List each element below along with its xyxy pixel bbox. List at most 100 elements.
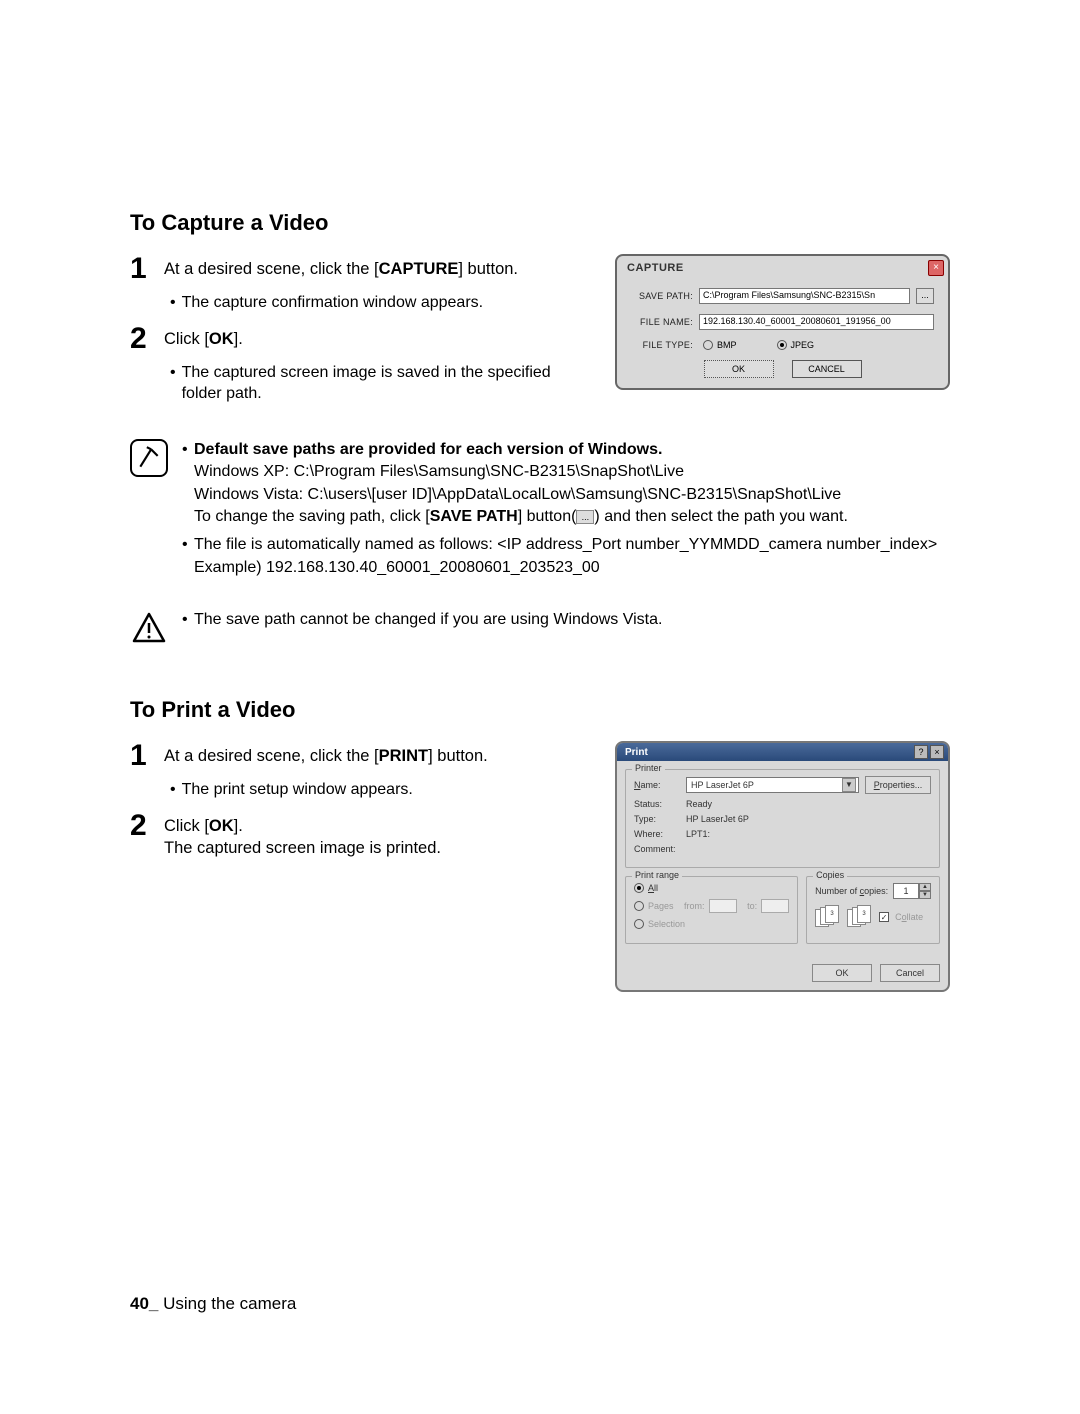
file-name-row: FILE NAME: 192.168.130.40_60001_20080601… [631, 314, 934, 330]
capture-titlebar: CAPTURE × [617, 256, 948, 278]
radio-all[interactable]: All [634, 883, 789, 893]
capture-right-col: CAPTURE × SAVE PATH: C:\Program Files\Sa… [615, 254, 950, 390]
print-body: Printer Name: HP LaserJet 6P ▼ Propertie… [617, 761, 948, 960]
print-footer: OK Cancel [617, 960, 948, 990]
capture-left-col: 1 At a desired scene, click the [CAPTURE… [130, 254, 595, 415]
note-icon [130, 439, 168, 477]
step-2: 2 Click [OK]. [130, 324, 595, 354]
print-dialog: Print ? × Printer Name: HP LaserJet 6P [615, 741, 950, 992]
print-titlebar: Print ? × [617, 743, 948, 761]
step-number: 1 [130, 741, 154, 771]
capture-dialog: CAPTURE × SAVE PATH: C:\Program Files\Sa… [615, 254, 950, 390]
radio-icon [703, 340, 713, 350]
inline-browse-icon: ... [576, 510, 594, 524]
radio-icon [777, 340, 787, 350]
step-text: Click [OK]. [164, 324, 243, 354]
step-number: 2 [130, 811, 154, 860]
copies-row: Number of copies: 1 ▲▼ [815, 883, 931, 899]
browse-button[interactable]: ... [916, 288, 934, 304]
page-number: 40_ [130, 1294, 158, 1313]
collate-icon: 123 [847, 907, 873, 927]
print-dialog-title: Print [625, 747, 648, 758]
footer-section: Using the camera [163, 1294, 296, 1313]
radio-jpeg[interactable]: JPEG [777, 340, 815, 350]
step-1-sub: •The capture confirmation window appears… [170, 292, 595, 314]
radio-bmp[interactable]: BMP [703, 340, 737, 350]
cancel-button[interactable]: Cancel [880, 964, 940, 982]
step-2: 2 Click [OK]. The captured screen image … [130, 811, 595, 860]
file-type-row: FILE TYPE: BMP JPEG [631, 340, 934, 350]
print-cols: Print range All Pages from: to: Selectio… [625, 876, 940, 952]
num-copies-label: Number of copies: [815, 886, 888, 896]
step-text: Click [OK]. The captured screen image is… [164, 811, 441, 860]
print-two-col: 1 At a desired scene, click the [PRINT] … [130, 741, 950, 992]
printer-legend: Printer [632, 763, 665, 773]
file-type-label: FILE TYPE: [631, 340, 693, 350]
note-bullet: Default save paths are provided for each… [182, 439, 937, 529]
step-text: At a desired scene, click the [PRINT] bu… [164, 741, 488, 771]
capture-buttons: OK CANCEL [631, 360, 934, 378]
radio-icon [634, 919, 644, 929]
titlebar-icons: ? × [914, 745, 944, 759]
chevron-down-icon: ▼ [842, 778, 856, 792]
save-path-label: SAVE PATH: [631, 291, 693, 301]
page-footer: 40_ Using the camera [130, 1294, 296, 1314]
capture-two-col: 1 At a desired scene, click the [CAPTURE… [130, 254, 950, 415]
step-2-sub: •The captured screen image is saved in t… [170, 362, 595, 405]
name-label: Name: [634, 780, 680, 790]
up-icon: ▲ [919, 883, 931, 891]
collate-label: Collate [895, 912, 923, 922]
print-right-col: Print ? × Printer Name: HP LaserJet 6P [615, 741, 950, 992]
step-number: 1 [130, 254, 154, 284]
copies-input[interactable]: 1 [893, 883, 919, 899]
warning-bullet: The save path cannot be changed if you a… [182, 609, 662, 631]
ok-button[interactable]: OK [704, 360, 774, 378]
warning-body: The save path cannot be changed if you a… [182, 609, 662, 647]
copies-legend: Copies [813, 870, 847, 880]
range-fieldset: Print range All Pages from: to: Selectio… [625, 876, 798, 944]
print-left-col: 1 At a desired scene, click the [PRINT] … [130, 741, 595, 867]
to-input[interactable] [761, 899, 789, 913]
collate-row: 123 123 ✓ Collate [815, 907, 931, 927]
file-type-radios: BMP JPEG [699, 340, 814, 350]
range-legend: Print range [632, 870, 682, 880]
from-input[interactable] [709, 899, 737, 913]
ok-button[interactable]: OK [812, 964, 872, 982]
radio-icon [634, 901, 644, 911]
file-name-input[interactable]: 192.168.130.40_60001_20080601_191956_00 [699, 314, 934, 330]
cancel-button[interactable]: CANCEL [792, 360, 862, 378]
note-block: Default save paths are provided for each… [130, 439, 950, 585]
section-heading-capture: To Capture a Video [130, 210, 950, 236]
note-body: Default save paths are provided for each… [182, 439, 937, 585]
step-1-sub: •The print setup window appears. [170, 779, 595, 801]
spinner[interactable]: ▲▼ [919, 883, 931, 899]
close-icon[interactable]: × [930, 745, 944, 759]
printer-fieldset: Printer Name: HP LaserJet 6P ▼ Propertie… [625, 769, 940, 868]
collate-checkbox[interactable]: ✓ [879, 912, 889, 922]
step-number: 2 [130, 324, 154, 354]
comment-row: Comment: [634, 844, 931, 854]
manual-page: To Capture a Video 1 At a desired scene,… [0, 0, 1080, 992]
printer-name-row: Name: HP LaserJet 6P ▼ Properties... [634, 776, 931, 794]
printer-select[interactable]: HP LaserJet 6P ▼ [686, 777, 859, 793]
capture-dialog-title: CAPTURE [627, 262, 684, 274]
note-bullet: The file is automatically named as follo… [182, 534, 937, 579]
save-path-input[interactable]: C:\Program Files\Samsung\SNC-B2315\Sn [699, 288, 910, 304]
help-icon[interactable]: ? [914, 745, 928, 759]
section-heading-print: To Print a Video [130, 697, 950, 723]
properties-button[interactable]: Properties... [865, 776, 931, 794]
type-row: Type:HP LaserJet 6P [634, 814, 931, 824]
radio-pages[interactable]: Pages from: to: [634, 899, 789, 913]
copies-fieldset: Copies Number of copies: 1 ▲▼ 123 [806, 876, 940, 944]
save-path-row: SAVE PATH: C:\Program Files\Samsung\SNC-… [631, 288, 934, 304]
capture-body: SAVE PATH: C:\Program Files\Samsung\SNC-… [617, 278, 948, 388]
step-text: At a desired scene, click the [CAPTURE] … [164, 254, 518, 284]
warning-icon [130, 609, 168, 647]
radio-icon [634, 883, 644, 893]
close-icon[interactable]: × [928, 260, 944, 276]
radio-selection[interactable]: Selection [634, 919, 789, 929]
status-row: Status:Ready [634, 799, 931, 809]
file-name-label: FILE NAME: [631, 317, 693, 327]
down-icon: ▼ [919, 891, 931, 899]
warning-block: The save path cannot be changed if you a… [130, 609, 950, 647]
